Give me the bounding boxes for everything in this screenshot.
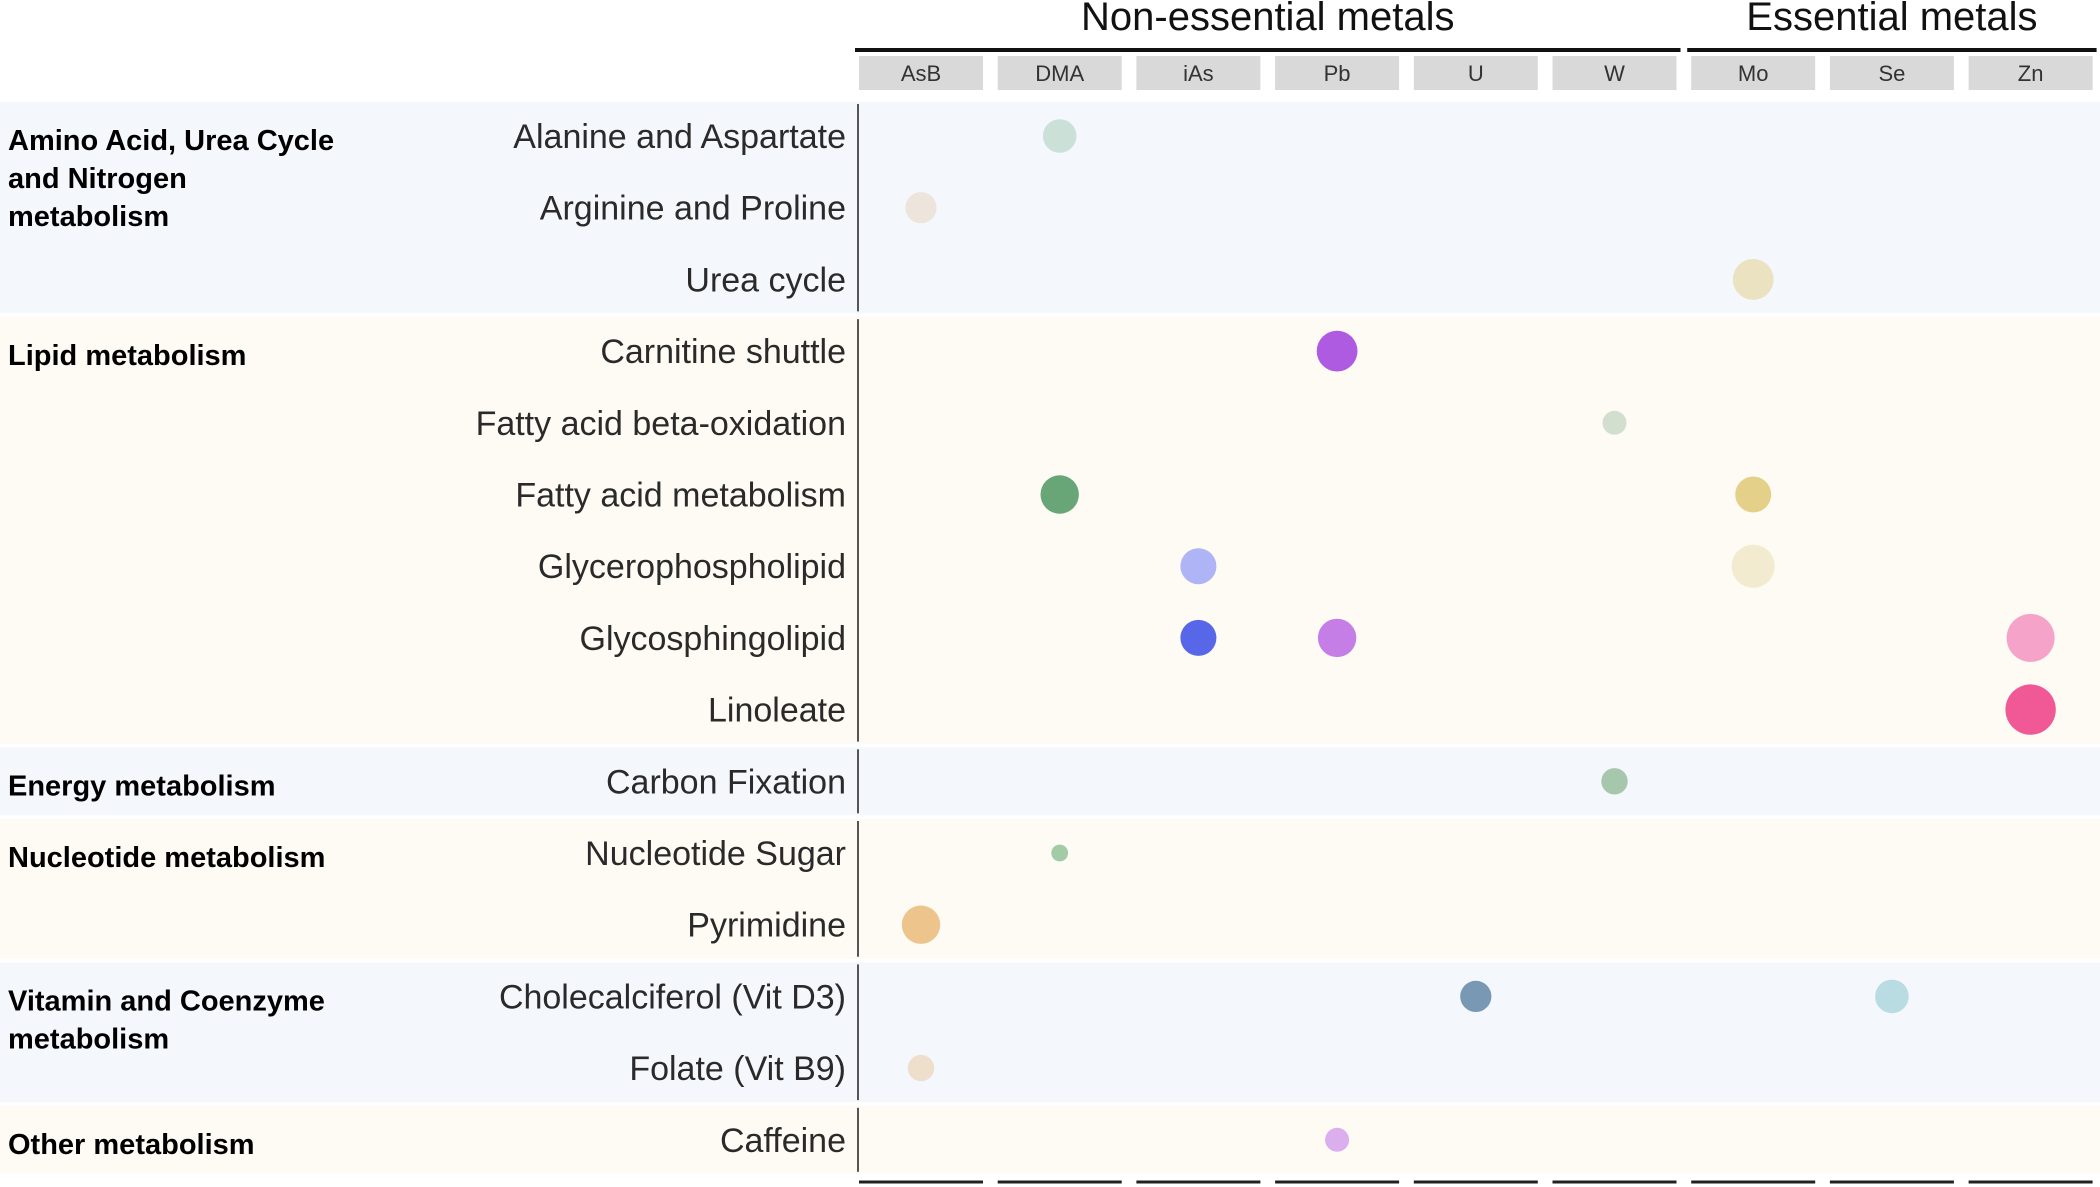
column-headers: Non-essential metals Essential metals AsB D… (855, 0, 2097, 90)
data-point-glycosphingolipid-pb (1317, 618, 1357, 658)
data-point-arginine-and-proline-asb (905, 192, 937, 224)
column-header-box-pb (1275, 56, 1400, 90)
column-group-title-essential-metals: Essential metals (1746, 0, 2037, 39)
row-label-glycosphingolipid: Glycosphingolipid (580, 620, 847, 658)
column-label-mo: Mo (1738, 61, 1769, 86)
column-header-box-zn (1968, 56, 2093, 90)
data-point-fatty-acid-metabolism-mo (1735, 476, 1772, 513)
row-group-band-nucleotide-metabolism (0, 819, 2100, 959)
row-label-fatty-acid-metabolism: Fatty acid metabolism (515, 477, 846, 515)
column-header-box-asb (859, 56, 983, 90)
axis-lines (857, 104, 2093, 1184)
row-group-title-lipid-metabolism: Lipid metabolism (8, 340, 246, 372)
data-point-pyrimidine-asb (901, 905, 941, 944)
data-point-urea-cycle-mo (1732, 259, 1774, 300)
row-label-urea-cycle: Urea cycle (685, 261, 846, 299)
row-group-title-amino-acid-urea-cycle-and-nitrogen-metabolism: Amino Acid, Urea Cycle and Nitrogen metabo… (8, 125, 334, 233)
data-point-glycosphingolipid-ias (1180, 619, 1217, 656)
row-group-title-other-metabolism: Other metabolism (8, 1129, 255, 1161)
row-label-folate-vit-b9: Folate (Vit B9) (629, 1050, 846, 1088)
row-label-nucleotide-sugar: Nucleotide Sugar (585, 835, 846, 873)
row-group-title-energy-metabolism: Energy metabolism (8, 770, 276, 802)
data-point-fatty-acid-beta-oxidation-w (1602, 410, 1627, 435)
column-label-u: U (1468, 61, 1484, 86)
column-label-dma: DMA (1035, 61, 1084, 86)
row-label-alanine-and-aspartate: Alanine and Aspartate (513, 118, 846, 156)
data-point-linoleate-zn (2005, 684, 2056, 735)
data-point-glycerophospholipid-mo (1731, 544, 1775, 588)
row-label-pyrimidine: Pyrimidine (687, 907, 846, 945)
data-points (901, 119, 2056, 1152)
row-label-caffeine: Caffeine (720, 1122, 846, 1160)
column-label-asb: AsB (901, 61, 941, 86)
data-point-carnitine-shuttle-pb (1316, 330, 1358, 372)
data-point-fatty-acid-metabolism-dma (1040, 475, 1079, 514)
row-label-cholecalciferol-vit-d3: Cholecalciferol (Vit D3) (499, 978, 846, 1016)
row-group-band-energy-metabolism (0, 747, 2100, 816)
row-group-band-other-metabolism (0, 1105, 2100, 1174)
row-label-carnitine-shuttle: Carnitine shuttle (600, 333, 846, 371)
row-group-title-vitamin-and-coenzyme-metabolism: Vitamin and Coenzyme metabolism (8, 985, 325, 1055)
row-label-arginine-and-proline: Arginine and Proline (540, 190, 846, 228)
column-header-box-ias (1136, 56, 1261, 90)
row-group-band-vitamin-and-coenzyme-metabolism (0, 962, 2100, 1103)
column-header-box-w (1552, 56, 1677, 90)
column-header-box-mo (1691, 56, 1816, 90)
column-label-pb: Pb (1324, 61, 1351, 86)
data-point-caffeine-pb (1325, 1127, 1350, 1152)
row-label-carbon-fixation: Carbon Fixation (606, 763, 846, 801)
data-point-carbon-fixation-w (1601, 768, 1628, 795)
column-label-se: Se (1878, 61, 1905, 86)
column-header-box-dma (997, 56, 1122, 90)
data-point-nucleotide-sugar-dma (1051, 844, 1069, 862)
column-group-title-non-essential-metals: Non-essential metals (1081, 0, 1455, 39)
data-point-glycerophospholipid-ias (1180, 548, 1217, 585)
row-group-labels: Amino Acid, Urea Cycle and Nitrogen metabo… (8, 125, 334, 1161)
row-labels: Alanine and Aspartate Arginine and Prolin… (476, 118, 846, 1160)
data-point-cholecalciferol-vit-d3-se (1875, 979, 1909, 1014)
data-point-alanine-and-aspartate-dma (1042, 119, 1077, 153)
column-label-zn: Zn (2018, 61, 2044, 86)
row-label-fatty-acid-beta-oxidation: Fatty acid beta-oxidation (476, 405, 846, 443)
row-label-linoleate: Linoleate (708, 692, 846, 730)
row-group-band-lipid-metabolism (0, 317, 2100, 744)
column-header-box-u (1413, 56, 1538, 90)
column-label-w: W (1604, 61, 1625, 86)
row-label-glycerophospholipid: Glycerophospholipid (538, 548, 846, 586)
column-header-box-se (1829, 56, 1954, 90)
row-group-bands (0, 102, 2100, 1174)
data-point-cholecalciferol-vit-d3-u (1460, 980, 1492, 1013)
data-point-glycosphingolipid-zn (2006, 613, 2055, 662)
column-label-ias: iAs (1183, 61, 1214, 86)
row-group-title-nucleotide-metabolism: Nucleotide metabolism (8, 842, 325, 874)
data-point-folate-vit-b9-asb (907, 1054, 935, 1082)
